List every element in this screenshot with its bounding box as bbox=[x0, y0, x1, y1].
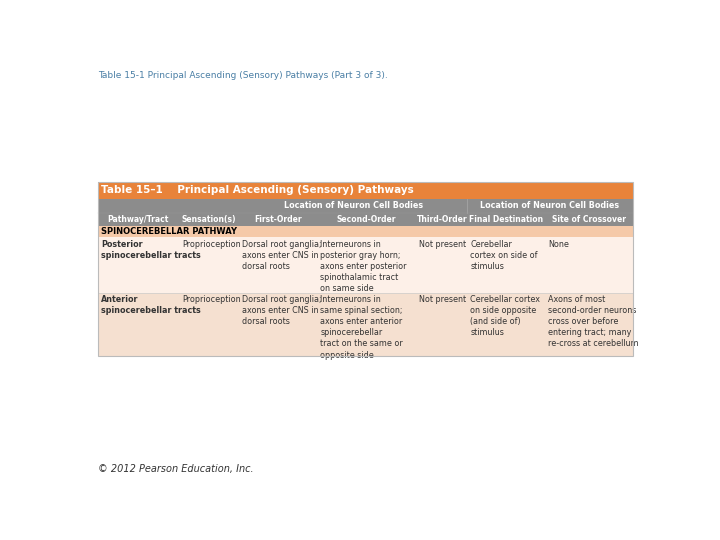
Text: Location of Neuron Cell Bodies: Location of Neuron Cell Bodies bbox=[480, 201, 619, 210]
Text: © 2012 Pearson Education, Inc.: © 2012 Pearson Education, Inc. bbox=[98, 464, 253, 475]
Text: None: None bbox=[549, 240, 570, 248]
Text: Table 15-1 Principal Ascending (Sensory) Pathways (Part 3 of 3).: Table 15-1 Principal Ascending (Sensory)… bbox=[98, 71, 387, 80]
Text: First-Order: First-Order bbox=[254, 215, 302, 224]
Text: Not present: Not present bbox=[419, 240, 467, 248]
Text: Cerebellar cortex
on side opposite
(and side of)
stimulus: Cerebellar cortex on side opposite (and … bbox=[470, 295, 541, 338]
Bar bbox=[98, 226, 632, 237]
Text: Interneurons in
posterior gray horn;
axons enter posterior
spinothalamic tract
o: Interneurons in posterior gray horn; axo… bbox=[320, 240, 407, 293]
Text: Dorsal root ganglia;
axons enter CNS in
dorsal roots: Dorsal root ganglia; axons enter CNS in … bbox=[242, 295, 322, 326]
Text: SPINOCEREBELLAR PATHWAY: SPINOCEREBELLAR PATHWAY bbox=[101, 227, 237, 236]
Text: Posterior
spinocerebellar tracts: Posterior spinocerebellar tracts bbox=[101, 240, 201, 260]
Bar bbox=[98, 213, 632, 226]
Text: Not present: Not present bbox=[419, 295, 467, 304]
Text: Axons of most
second-order neurons
cross over before
entering tract; many
re-cro: Axons of most second-order neurons cross… bbox=[549, 295, 639, 348]
Text: Location of Neuron Cell Bodies: Location of Neuron Cell Bodies bbox=[284, 201, 423, 210]
Text: Sensation(s): Sensation(s) bbox=[181, 215, 236, 224]
Text: Table 15–1    Principal Ascending (Sensory) Pathways: Table 15–1 Principal Ascending (Sensory)… bbox=[101, 185, 413, 195]
Text: Proprioception: Proprioception bbox=[182, 240, 240, 248]
Text: Cerebellar
cortex on side of
stimulus: Cerebellar cortex on side of stimulus bbox=[470, 240, 538, 271]
Text: Third-Order: Third-Order bbox=[416, 215, 467, 224]
Bar bbox=[98, 182, 632, 199]
Text: Proprioception: Proprioception bbox=[182, 295, 240, 304]
Text: Site of Crossover: Site of Crossover bbox=[552, 215, 626, 224]
Text: Interneurons in
same spinal section;
axons enter anterior
spinocerebellar
tract : Interneurons in same spinal section; axo… bbox=[320, 295, 403, 360]
Text: Dorsal root ganglia;
axons enter CNS in
dorsal roots: Dorsal root ganglia; axons enter CNS in … bbox=[242, 240, 322, 271]
Text: Second-Order: Second-Order bbox=[337, 215, 397, 224]
Text: Final Destination: Final Destination bbox=[469, 215, 544, 224]
Bar bbox=[98, 199, 632, 213]
Text: Anterior
spinocerebellar tracts: Anterior spinocerebellar tracts bbox=[101, 295, 201, 315]
Text: Pathway/Tract: Pathway/Tract bbox=[107, 215, 169, 224]
